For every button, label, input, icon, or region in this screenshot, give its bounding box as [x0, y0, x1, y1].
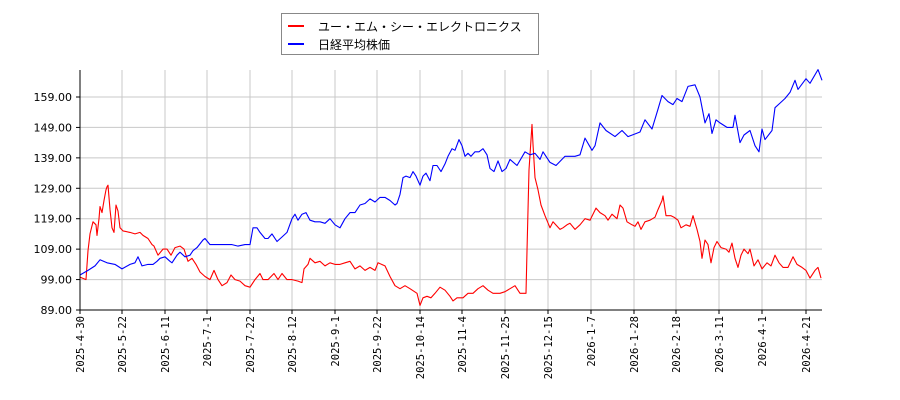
x-tick-label: 2025-8-12	[287, 316, 299, 373]
x-tick-label: 2026-4-1	[757, 316, 769, 367]
y-tick-label: 119.00	[34, 213, 73, 226]
legend-item-umc: ユー・エム・シー・エレクトロニクス	[288, 18, 522, 34]
x-tick-label: 2025-11-25	[500, 316, 512, 379]
y-tick-label: 159.00	[34, 91, 73, 104]
x-tick-label: 2025-12-15	[543, 316, 555, 379]
axes	[79, 70, 822, 311]
y-tick-label: 149.00	[34, 121, 73, 134]
y-tick-label: 129.00	[34, 182, 73, 195]
series-lines	[79, 69, 823, 306]
nikkei-price-line	[79, 69, 823, 276]
legend-swatch-red	[288, 25, 304, 27]
legend-label-nikkei: 日経平均株価	[318, 37, 391, 52]
y-tick-label: 139.00	[34, 152, 73, 165]
x-tick-label: 2025-4-30	[75, 316, 87, 373]
x-tick-label: 2025-9-22	[372, 316, 384, 373]
x-tick-label: 2026-3-11	[714, 316, 726, 373]
x-tick-label: 2026-1-28	[629, 316, 641, 373]
umc-price-line	[79, 123, 822, 306]
x-axis-ticks: 2025-4-30 2025-5-22 2025-6-11 2025-7-1 2025-…	[75, 310, 813, 379]
x-tick-label: 2025-7-22	[245, 316, 257, 373]
y-tick-label: 89.00	[41, 304, 73, 317]
legend-label-umc: ユー・エム・シー・エレクトロニクス	[318, 19, 522, 34]
legend-item-nikkei: 日経平均株価	[288, 36, 390, 52]
x-tick-label: 2026-2-18	[671, 316, 683, 373]
y-axis-ticks: 89.00 99.00 109.00 119.00 129.00 139.00 149.00…	[34, 91, 80, 317]
x-tick-label: 2025-7-1	[202, 316, 214, 367]
y-tick-label: 99.00	[41, 274, 73, 287]
chart-legend: ユー・エム・シー・エレクトロニクス 日経平均株価	[281, 13, 539, 55]
x-tick-label: 2026-4-21	[801, 316, 813, 373]
grid-lines	[80, 70, 822, 310]
x-tick-label: 2025-6-11	[160, 316, 172, 373]
x-tick-label: 2025-9-1	[330, 316, 342, 367]
x-tick-label: 2025-11-4	[457, 316, 469, 373]
y-tick-label: 109.00	[34, 243, 73, 256]
x-tick-label: 2025-5-22	[117, 316, 129, 373]
legend-swatch-blue	[288, 43, 304, 45]
x-tick-label: 2025-10-14	[415, 316, 427, 379]
x-tick-label: 2026-1-7	[586, 316, 598, 367]
